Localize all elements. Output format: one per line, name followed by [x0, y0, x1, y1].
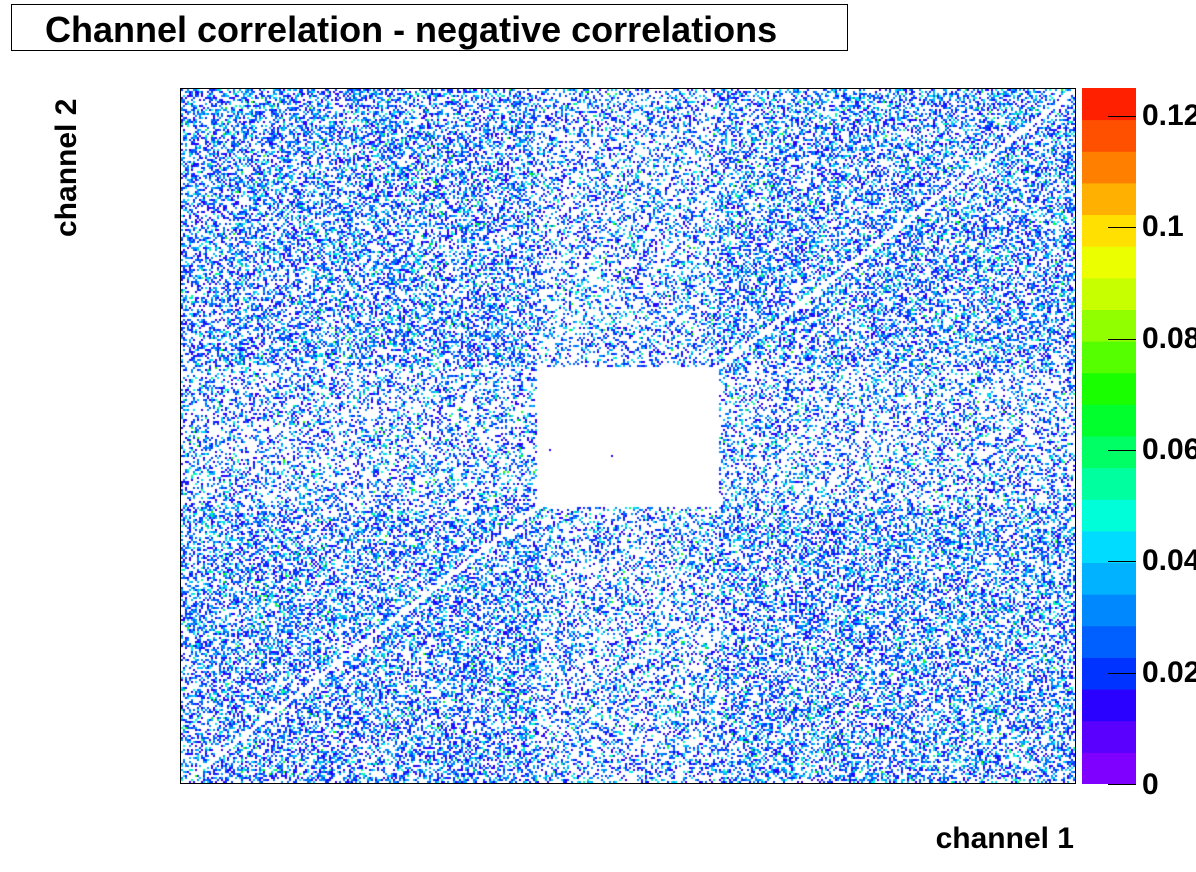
palette-bin [1082, 277, 1136, 310]
z-tick-mark [1108, 115, 1136, 117]
palette-bin [1082, 752, 1136, 784]
palette-bin [1082, 341, 1136, 374]
palette-bin [1082, 372, 1136, 405]
z-tick-label: 0.08 [1142, 321, 1196, 355]
palette-bin [1082, 214, 1136, 247]
palette-bin [1082, 530, 1136, 564]
z-tick-mark [1108, 672, 1136, 674]
palette-bin [1082, 436, 1136, 469]
heatmap-cells [181, 89, 1075, 783]
palette-bin [1082, 119, 1136, 152]
title-box: Channel correlation - negative correlati… [11, 4, 848, 51]
palette-bin [1082, 689, 1136, 722]
palette-bin [1082, 88, 1136, 121]
z-tick-label: 0.12 [1142, 98, 1196, 132]
palette-bin [1082, 720, 1136, 753]
z-tick-label: 0.04 [1142, 544, 1196, 578]
z-tick-mark [1108, 227, 1136, 229]
palette-bin [1082, 182, 1136, 216]
z-tick-mark [1108, 338, 1136, 340]
palette-bin [1082, 151, 1136, 184]
palette-bin [1082, 594, 1136, 627]
palette-bin [1082, 467, 1136, 500]
z-tick-mark [1108, 449, 1136, 451]
palette-bin [1082, 404, 1136, 437]
x-axis-label: channel 1 [935, 822, 1074, 855]
z-tick-label: 0.06 [1142, 432, 1196, 466]
z-tick-mark [1108, 784, 1136, 785]
y-axis-label: channel 2 [50, 98, 83, 237]
color-palette-axis [1082, 88, 1136, 784]
chart-title: Channel correlation - negative correlati… [45, 9, 778, 50]
palette-bin [1082, 499, 1136, 532]
palette-bin [1082, 562, 1136, 595]
heatmap-plot-area [180, 88, 1076, 784]
z-tick-mark [1108, 561, 1136, 563]
palette-bin [1082, 625, 1136, 658]
z-tick-label: 0 [1142, 768, 1159, 801]
palette-bin [1082, 246, 1136, 279]
z-tick-label: 0.1 [1142, 210, 1184, 244]
z-tick-label: 0.02 [1142, 655, 1196, 689]
palette-bin [1082, 309, 1136, 342]
